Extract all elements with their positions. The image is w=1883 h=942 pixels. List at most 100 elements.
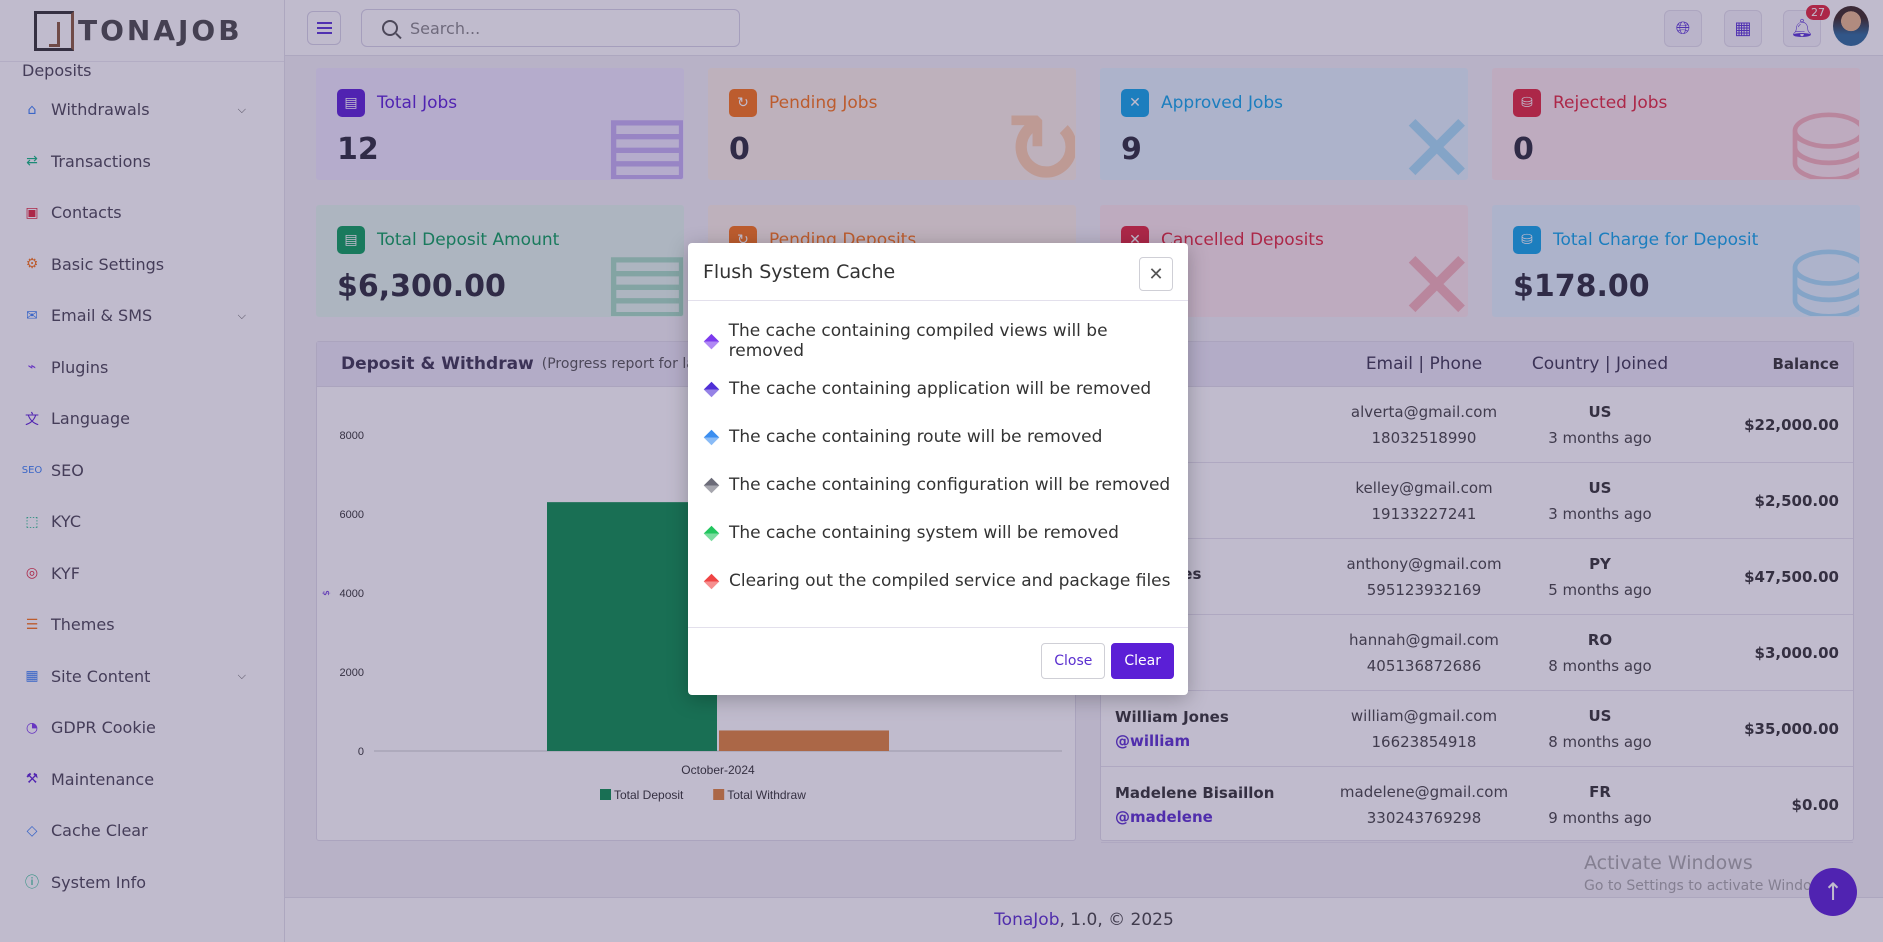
avatar[interactable] [1833,6,1869,46]
user-country: US [1588,478,1612,497]
watermark-line2: Go to Settings to activate Windows. [1584,878,1835,894]
legend-label: Total Deposit [614,788,684,802]
sidebar-item-label: KYF [51,563,80,583]
windows-watermark: Activate Windows Go to Settings to activ… [1584,852,1835,894]
cache-item-text: The cache containing compiled views will… [728,321,1108,361]
stat-card-approved-jobs[interactable]: ✕ Approved Jobs 9 ✕ [1100,68,1468,180]
modal-title: Flush System Cache [703,260,896,283]
sidebar-item-language[interactable]: 文 Language [0,393,284,445]
header-country-joined: Country | Joined [1531,354,1669,374]
table-row[interactable]: William Jones @william william@gmail.com 16… [1101,691,1853,767]
stat-value: 0 [729,132,750,167]
modal-close-button[interactable]: ✕ [1139,257,1173,291]
sidebar-item-plugins[interactable]: ⌁ Plugins [0,342,284,394]
user-handle[interactable]: @william [1115,731,1191,750]
stat-title: Total Jobs [377,93,458,113]
y-tick-label: 8000 [340,430,364,442]
legend-swatch [713,789,725,800]
user-balance: $22,000.00 [1744,415,1839,434]
wallet-watermark-icon: ▤ [602,93,684,180]
x-tick-label: October-2024 [681,763,755,777]
sidebar-item-maintenance[interactable]: ⚒ Maintenance [0,754,284,806]
chevron-down-icon: ⌵ [237,669,246,683]
notifications-button[interactable]: 🔔︎ 27 [1783,5,1830,47]
spinner-watermark-icon: ↻ [1005,101,1075,179]
stat-title: Pending Jobs [769,93,878,113]
notification-badge: 27 [1806,5,1830,20]
sidebar-item-kyc[interactable]: ⬚ KYC [0,496,284,548]
menu-toggle-button[interactable] [307,11,341,45]
chevron-down-icon: ⌵ [237,308,246,322]
stat-card-total-jobs[interactable]: ▤ Total Jobs 12 ▤ [316,68,684,180]
user-joined: 8 months ago [1548,656,1652,675]
stat-value: 0 [1513,132,1534,167]
sidebar-item-gdpr-cookie[interactable]: ◔ GDPR Cookie [0,702,284,754]
x-watermark-icon: ✕ [1397,101,1467,179]
sidebar-item-seo[interactable]: SEO SEO [0,445,284,497]
user-phone: 330243769298 [1366,808,1482,827]
footer-brand[interactable]: TonaJob [994,910,1060,930]
y-tick-label: 0 [358,746,364,758]
arrows-icon: ⇄ [26,153,38,170]
close-icon: ✕ [1148,263,1164,285]
stat-title: Approved Jobs [1161,93,1284,113]
stat-card-total-deposit-amount[interactable]: ▤ Total Deposit Amount $6,300.00 ▤ [316,205,684,317]
footer: TonaJob , 1.0, © 2025 [285,897,1883,942]
cookie-icon: ◔ [25,719,39,736]
contact-cell: hannah@gmail.com 405136872686 [1333,627,1515,679]
stat-card-rejected-jobs[interactable]: ⛁ Rejected Jobs 0 ⛁ [1492,68,1860,180]
logo[interactable]: TONAJOB [0,0,284,62]
close-button[interactable]: Close [1041,643,1106,679]
sidebar-item-kyf[interactable]: ◎ KYF [0,548,284,600]
sidebar-item-transactions[interactable]: ⇄ Transactions [0,136,284,188]
stat-card-total-charge-for-deposit[interactable]: ⛁ Total Charge for Deposit $178.00 ⛁ [1492,205,1860,317]
footer-text: , 1.0, © 2025 [1059,910,1174,930]
users-table-header: Email | Phone Country | Joined Balance [1101,342,1853,387]
legend-swatch [600,789,611,800]
search-input[interactable]: Search... [361,9,740,47]
language-button[interactable]: 🌐︎ [1664,10,1702,47]
user-country: RO [1587,630,1613,649]
sidebar-item-themes[interactable]: ☰ Themes [0,599,284,651]
user-country: FR [1589,782,1611,801]
y-axis-label: $ [322,590,332,596]
user-joined: 3 months ago [1548,504,1652,523]
sidebar-item-withdrawals[interactable]: ⌂ Withdrawals ⌵ [0,84,284,136]
user-name: William Jones [1115,707,1229,726]
scroll-to-top-button[interactable]: ↑ [1809,868,1857,916]
user-email: hannah@gmail.com [1349,630,1499,649]
country-cell: US 3 months ago [1515,399,1685,451]
sidebar-item-system-info[interactable]: ⓘ System Info [0,857,284,909]
sidebar-item-basic-settings[interactable]: ⚙ Basic Settings [0,239,284,291]
sidebar-item-deposits[interactable]: Deposits [22,61,92,80]
contact-cell: alverta@gmail.com 18032518990 [1333,399,1515,451]
sidebar-item-contacts[interactable]: ▣ Contacts [0,187,284,239]
stat-value: $6,300.00 [337,269,506,304]
user-handle[interactable]: @madelene [1115,807,1213,826]
sidebar-item-label: Contacts [51,203,122,223]
y-tick-label: 6000 [340,509,364,521]
diamond-icon [703,573,720,589]
stat-card-pending-jobs[interactable]: ↻ Pending Jobs 0 ↻ [708,68,1076,180]
stat-value: 9 [1121,132,1142,167]
user-phone: 16623854918 [1371,732,1477,751]
chart-subtitle: (Progress report for last 12 [541,356,730,372]
table-row[interactable]: Madelene Bisaillon @madelene madelene@gmai… [1101,767,1853,843]
apps-button[interactable]: ▦ [1724,10,1762,47]
diamond-icon [703,333,719,349]
diamond-icon [703,525,720,541]
sidebar-item-cache-clear[interactable]: ◇ Cache Clear [0,805,284,857]
sidebar-item-label: Basic Settings [51,254,165,274]
user-phone: 18032518990 [1371,428,1477,447]
user-joined: 5 months ago [1548,580,1652,599]
sidebar-item-label: GDPR Cookie [51,718,156,738]
chart-title: Deposit & Withdraw [341,354,534,374]
user-country: US [1588,402,1612,421]
sidebar-item-site-content[interactable]: ▦ Site Content ⌵ [0,651,284,703]
contact-cell: kelley@gmail.com 19133227241 [1333,475,1515,527]
cache-item-text: The cache containing route will be remov… [729,427,1103,447]
sidebar-item-email-sms[interactable]: ✉ Email & SMS ⌵ [0,290,284,342]
clear-button[interactable]: Clear [1111,643,1174,679]
